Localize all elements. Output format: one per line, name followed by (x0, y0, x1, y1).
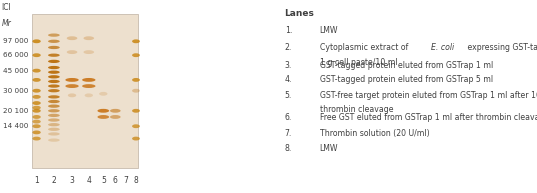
Ellipse shape (85, 93, 93, 97)
Text: GST-tagged protein eluted from GSTrap 1 ml: GST-tagged protein eluted from GSTrap 1 … (320, 61, 493, 70)
Text: Thrombin solution (20 U/ml): Thrombin solution (20 U/ml) (320, 129, 429, 138)
Text: GST-free target protein eluted from GSTrap 1 ml after 16 h: GST-free target protein eluted from GSTr… (320, 91, 537, 100)
Ellipse shape (97, 109, 109, 113)
Text: Mr: Mr (2, 19, 11, 28)
Ellipse shape (48, 128, 60, 131)
Text: 3.: 3. (285, 61, 292, 70)
Text: 45 000: 45 000 (3, 68, 28, 74)
Text: 5: 5 (101, 176, 106, 185)
Ellipse shape (32, 89, 41, 93)
Ellipse shape (48, 84, 60, 88)
Text: 5.: 5. (285, 91, 292, 100)
Text: expressing GST-tagged protein,: expressing GST-tagged protein, (465, 43, 537, 52)
Ellipse shape (66, 78, 79, 82)
Ellipse shape (32, 115, 41, 119)
Ellipse shape (32, 137, 41, 141)
Text: 20 100: 20 100 (3, 108, 28, 114)
Ellipse shape (32, 101, 41, 105)
Text: ICI: ICI (2, 3, 11, 12)
Text: Cytoplasmic extract of: Cytoplasmic extract of (320, 43, 410, 52)
Text: 4: 4 (86, 176, 91, 185)
Ellipse shape (132, 39, 140, 43)
Ellipse shape (110, 115, 121, 119)
Ellipse shape (32, 124, 41, 128)
Ellipse shape (48, 53, 60, 57)
Ellipse shape (48, 95, 60, 98)
Text: 1.: 1. (285, 26, 292, 35)
Ellipse shape (48, 40, 60, 43)
Text: 4.: 4. (285, 75, 292, 84)
Ellipse shape (32, 53, 41, 57)
Text: 8.: 8. (285, 144, 292, 153)
Ellipse shape (48, 80, 60, 83)
Ellipse shape (48, 89, 60, 92)
Text: 1 g cell paste/10 ml: 1 g cell paste/10 ml (320, 58, 397, 67)
Ellipse shape (67, 36, 77, 40)
Text: Free GST eluted from GSTrap 1 ml after thrombin cleavage: Free GST eluted from GSTrap 1 ml after t… (320, 113, 537, 122)
Text: 7.: 7. (285, 129, 292, 138)
Text: 8: 8 (134, 176, 139, 185)
Ellipse shape (32, 39, 41, 43)
Ellipse shape (48, 75, 60, 79)
Text: LMW: LMW (320, 144, 338, 153)
Ellipse shape (66, 84, 79, 88)
Text: 14 400: 14 400 (3, 123, 28, 129)
Text: 30 000: 30 000 (3, 88, 28, 94)
Ellipse shape (32, 109, 41, 113)
Text: 66 000: 66 000 (3, 52, 28, 58)
Ellipse shape (48, 132, 60, 136)
Text: 6: 6 (113, 176, 118, 185)
Ellipse shape (48, 66, 60, 69)
Ellipse shape (110, 109, 121, 113)
Text: GST-tagged protein eluted from GSTrap 5 ml: GST-tagged protein eluted from GSTrap 5 … (320, 75, 492, 84)
Ellipse shape (48, 109, 60, 112)
Ellipse shape (132, 137, 140, 141)
Text: 6.: 6. (285, 113, 292, 122)
Ellipse shape (48, 60, 60, 63)
Ellipse shape (83, 36, 94, 40)
Ellipse shape (67, 50, 77, 54)
Ellipse shape (99, 92, 107, 96)
Ellipse shape (48, 46, 60, 49)
Ellipse shape (68, 93, 76, 97)
Text: 2: 2 (52, 176, 56, 185)
Ellipse shape (132, 78, 140, 82)
Ellipse shape (82, 84, 96, 88)
Ellipse shape (48, 71, 60, 74)
Text: thrombin cleavage: thrombin cleavage (320, 105, 393, 114)
Ellipse shape (48, 114, 60, 117)
Bar (32, 14, 138, 168)
Ellipse shape (132, 109, 140, 113)
Text: 1: 1 (34, 176, 39, 185)
Ellipse shape (48, 105, 60, 108)
Ellipse shape (132, 53, 140, 57)
Text: 3: 3 (70, 176, 75, 185)
Ellipse shape (48, 118, 60, 122)
Ellipse shape (48, 123, 60, 126)
Text: E. coli: E. coli (431, 43, 454, 52)
Ellipse shape (32, 95, 41, 99)
Ellipse shape (32, 120, 41, 124)
Ellipse shape (48, 139, 60, 142)
Ellipse shape (32, 78, 41, 82)
Ellipse shape (82, 78, 96, 82)
Text: Lanes: Lanes (285, 9, 315, 18)
Ellipse shape (132, 124, 140, 128)
Ellipse shape (97, 115, 109, 119)
Ellipse shape (48, 34, 60, 37)
Text: 2.: 2. (285, 43, 292, 52)
Text: LMW: LMW (320, 26, 338, 35)
Text: 7: 7 (123, 176, 128, 185)
Ellipse shape (32, 130, 41, 134)
Ellipse shape (32, 106, 41, 110)
Ellipse shape (32, 69, 41, 73)
Text: 97 000: 97 000 (3, 38, 28, 44)
Ellipse shape (132, 89, 140, 93)
Ellipse shape (48, 100, 60, 103)
Ellipse shape (83, 50, 94, 54)
